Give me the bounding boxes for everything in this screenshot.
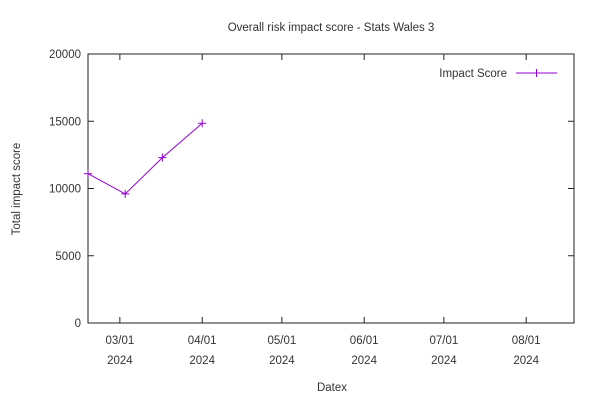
x-tick-label-month: 03/01 [105,335,134,347]
x-tick-label-year: 2024 [431,355,457,367]
x-tick-label-month: 07/01 [429,335,458,347]
y-axis-label: Total impact score [11,143,23,236]
x-tick-label-year: 2024 [269,355,295,367]
y-tick-label: 20000 [49,49,81,61]
y-tick-label: 0 [75,318,81,330]
data-point-marker [198,119,207,128]
data-point-marker [121,189,130,198]
chart-title: Overall risk impact score - Stats Wales … [228,22,435,34]
x-tick-label-month: 05/01 [267,335,296,347]
x-tick-label-year: 2024 [189,355,215,367]
x-tick-label-year: 2024 [513,355,539,367]
y-tick-label: 5000 [55,251,81,263]
plot-area-frame [87,53,575,324]
legend: Impact Score [439,68,557,80]
y-tick-label: 10000 [49,184,81,196]
series-layer [84,119,207,198]
x-tick-label-month: 06/01 [350,335,379,347]
legend-label: Impact Score [439,68,507,80]
data-point-marker [158,153,167,162]
data-point-marker [84,169,92,178]
legend-marker [532,69,541,77]
x-tick-label-month: 08/01 [512,335,541,347]
y-tick-label: 15000 [49,116,81,128]
series-line [87,122,203,195]
x-tick-label-year: 2024 [351,355,377,367]
x-axis-label: Datex [317,382,347,394]
x-tick-label-month: 04/01 [188,335,217,347]
axis-ticks: 0 5000 10000 15000 20000 03/01 2024 04/01 2024 05… [49,49,574,367]
x-tick-label-year: 2024 [107,355,133,367]
